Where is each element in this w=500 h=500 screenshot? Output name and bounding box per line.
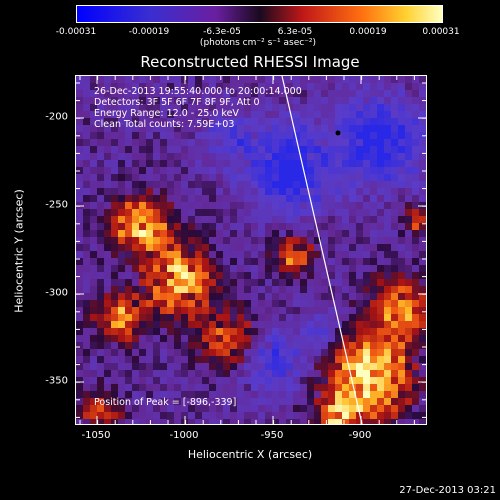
- x-tick-label: -1000: [169, 430, 199, 441]
- image-title: Reconstructed RHESSI Image: [140, 53, 360, 71]
- peak-position: Position of Peak = [-896,-339]: [94, 397, 237, 408]
- rhessi-image: 26-Dec-2013 19:55:40.000 to 20:00:14.000…: [75, 75, 427, 425]
- info-line-energy: Energy Range: 12.0 - 25.0 keV: [94, 108, 239, 119]
- x-tick-label: -950: [260, 430, 284, 441]
- peak-marker: [335, 130, 341, 136]
- colorbar-tick: 0.00019: [349, 27, 387, 37]
- footer-timestamp: 27-Dec-2013 03:21: [399, 485, 496, 496]
- y-tick-label: -350: [45, 375, 68, 387]
- image-pixels: [76, 76, 426, 424]
- colorbar-tick: -6.3e-05: [203, 27, 241, 37]
- colorbar: [76, 5, 443, 23]
- rhessi-image-canvas: [76, 76, 426, 424]
- limb-line: [281, 76, 363, 424]
- x-axis-label: Heliocentric X (arcsec): [187, 448, 313, 461]
- x-tick-label: -1050: [81, 430, 111, 441]
- colorbar-tick: -0.00019: [128, 27, 170, 37]
- y-tick-label: -300: [45, 287, 68, 299]
- info-line-detectors: Detectors: 3F 5F 6F 7F 8F 9F, Att 0: [94, 97, 260, 108]
- colorbar-units: (photons cm⁻² s⁻¹ asec⁻²): [199, 38, 317, 48]
- colorbar-tick: 0.00031: [422, 27, 460, 37]
- colorbar-tick: 6.3e-05: [277, 27, 313, 37]
- y-tick-label: -200: [45, 111, 68, 123]
- info-line-time: 26-Dec-2013 19:55:40.000 to 20:00:14.000: [94, 86, 302, 97]
- x-tick-label: -900: [348, 430, 372, 441]
- colorbar-tick: -0.00031: [55, 27, 97, 37]
- info-line-counts: Clean Total counts: 7.59E+03: [94, 119, 235, 130]
- y-tick-label: -250: [45, 199, 68, 211]
